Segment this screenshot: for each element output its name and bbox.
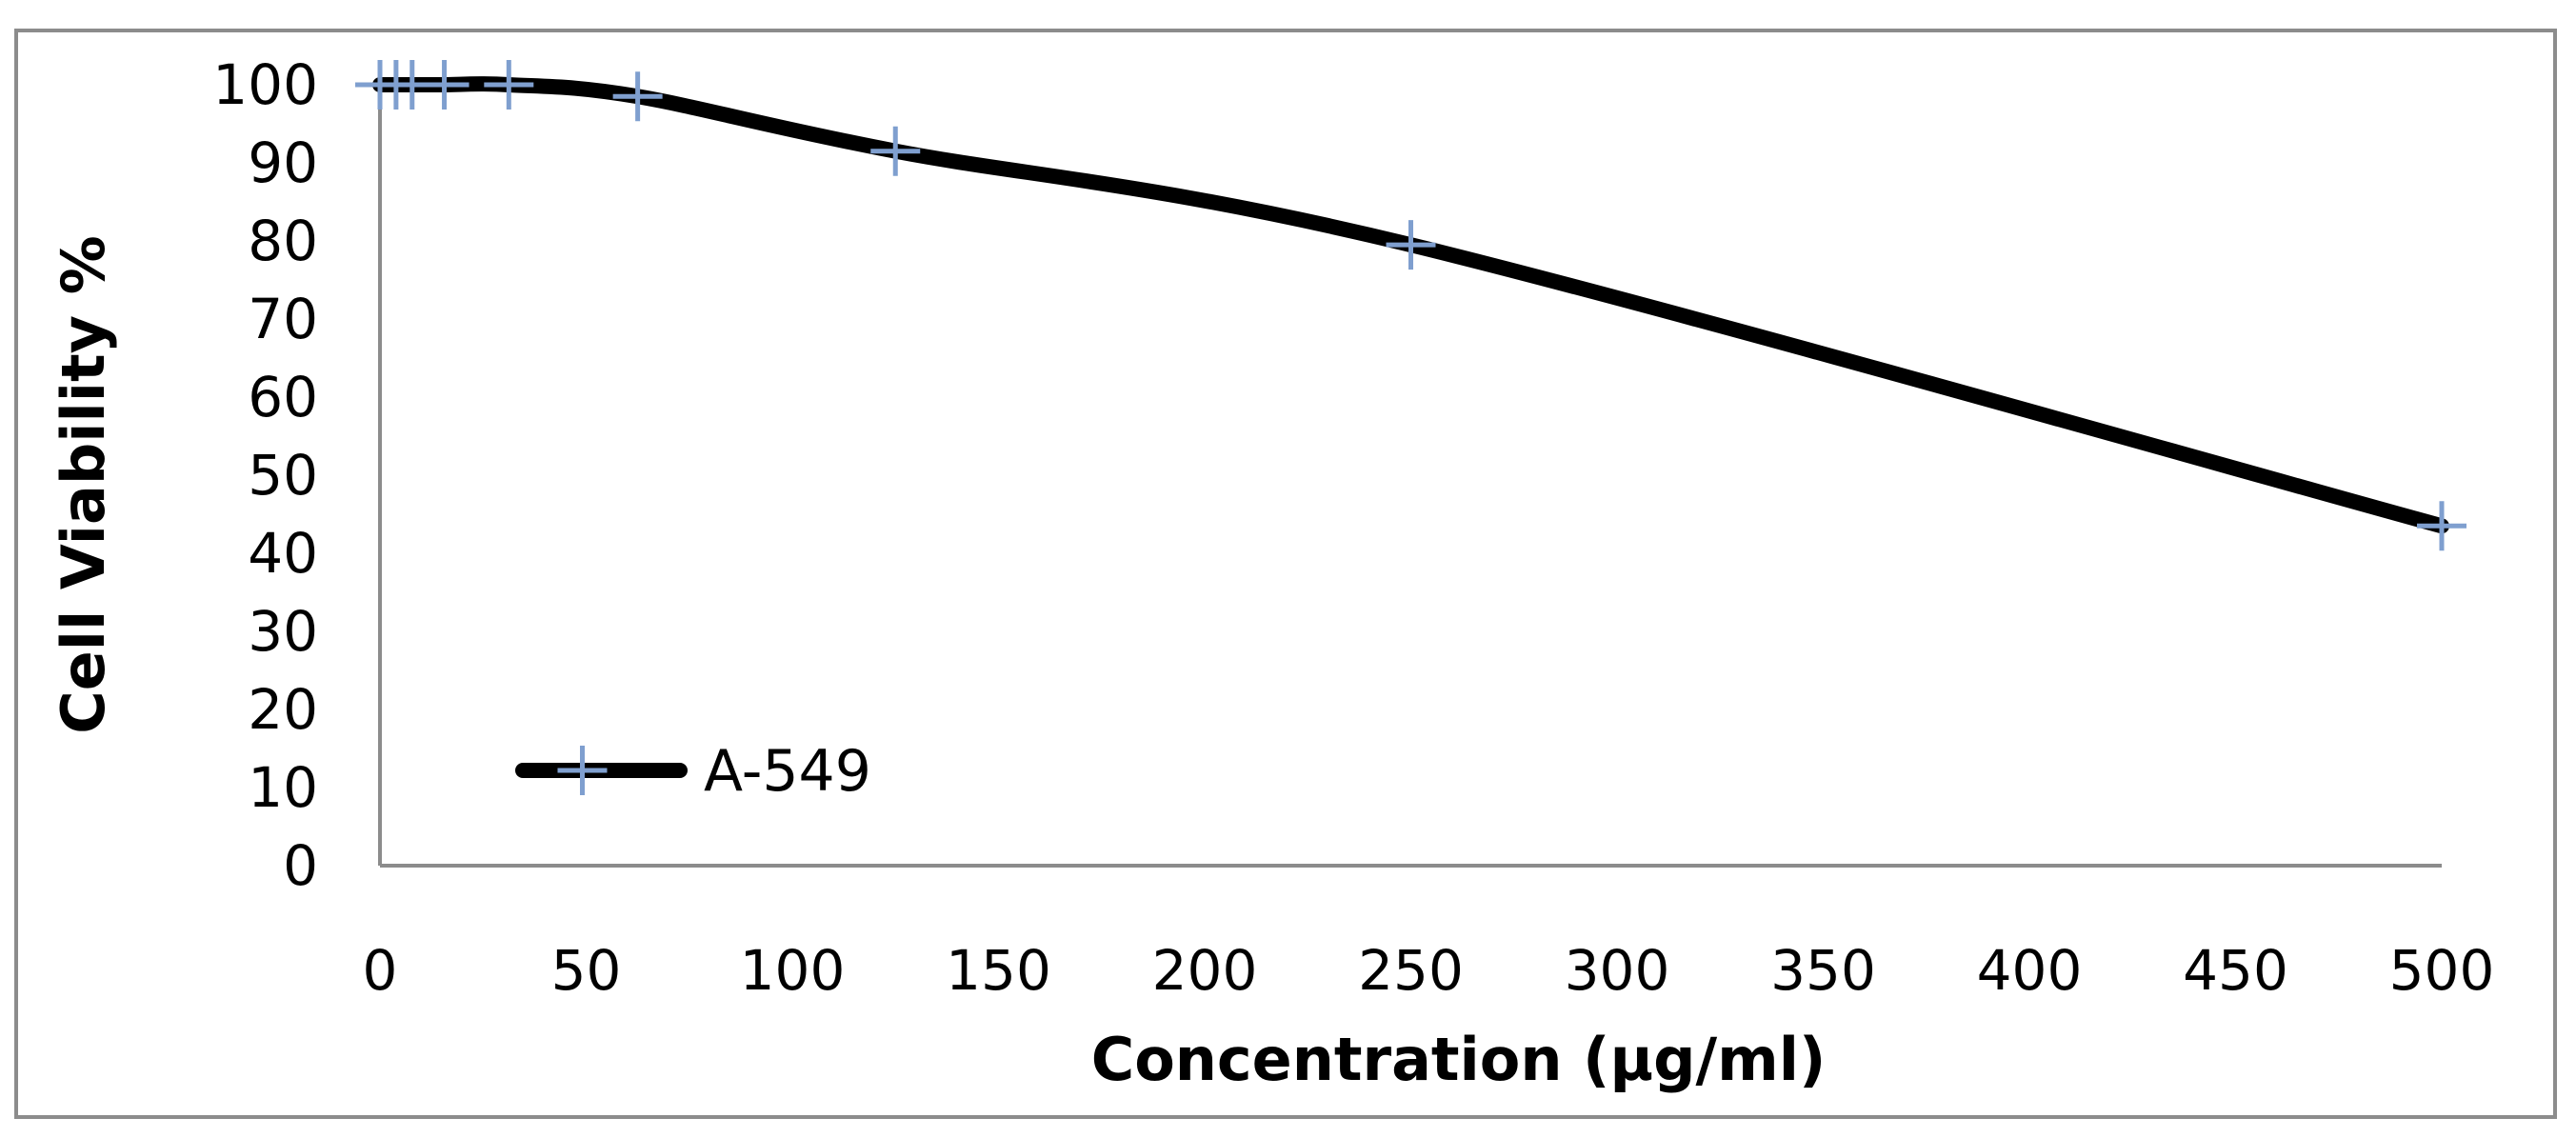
y-tick-label: 100 bbox=[212, 52, 318, 117]
y-tick-label: 30 bbox=[248, 599, 318, 664]
y-tick-label: 90 bbox=[248, 130, 318, 195]
data-point-marker bbox=[870, 126, 921, 176]
x-tick-label: 450 bbox=[2183, 938, 2288, 1003]
x-tick-label: 50 bbox=[551, 938, 622, 1003]
tick-labels: 0 10 20 30 40 50 60 70 80 90 100 0 50 100 150 200 250 300… bbox=[212, 52, 2494, 1003]
x-tick-label: 500 bbox=[2389, 938, 2495, 1003]
y-tick-label: 70 bbox=[248, 287, 318, 351]
legend-label: A-549 bbox=[704, 738, 871, 805]
data-point-marker bbox=[2417, 501, 2466, 551]
x-tick-label: 350 bbox=[1770, 938, 1876, 1003]
y-axis-title: Cell Viability % bbox=[49, 235, 118, 734]
x-tick-label: 250 bbox=[1358, 938, 1464, 1003]
legend: A-549 bbox=[515, 738, 871, 805]
y-tick-label: 0 bbox=[283, 833, 318, 898]
x-tick-label: 400 bbox=[1977, 938, 2083, 1003]
y-tick-label: 40 bbox=[248, 521, 318, 586]
y-tick-label: 10 bbox=[248, 755, 318, 820]
chart-frame: 0 10 20 30 40 50 60 70 80 90 100 0 50 100 150 200 250 300… bbox=[14, 29, 2557, 1119]
x-tick-label: 150 bbox=[946, 938, 1051, 1003]
series bbox=[355, 60, 2466, 551]
chart-svg: 0 10 20 30 40 50 60 70 80 90 100 0 50 100 150 200 250 300… bbox=[49, 52, 2494, 1094]
series-line bbox=[372, 76, 2449, 534]
x-tick-label: 200 bbox=[1152, 938, 1258, 1003]
y-tick-label: 50 bbox=[248, 443, 318, 508]
y-tick-label: 20 bbox=[248, 677, 318, 742]
x-tick-label: 0 bbox=[363, 938, 398, 1003]
y-tick-label: 60 bbox=[248, 365, 318, 429]
data-point-marker bbox=[612, 71, 663, 122]
y-tick-label: 80 bbox=[248, 209, 318, 273]
x-axis-title: Concentration (µg/ml) bbox=[1091, 1025, 1827, 1094]
axes bbox=[378, 66, 2442, 868]
data-point-marker bbox=[419, 60, 469, 110]
x-tick-label: 300 bbox=[1565, 938, 1670, 1003]
x-tick-label: 100 bbox=[740, 938, 846, 1003]
legend-marker bbox=[557, 746, 608, 795]
data-point-marker bbox=[1386, 220, 1436, 270]
data-point-marker bbox=[484, 60, 534, 110]
